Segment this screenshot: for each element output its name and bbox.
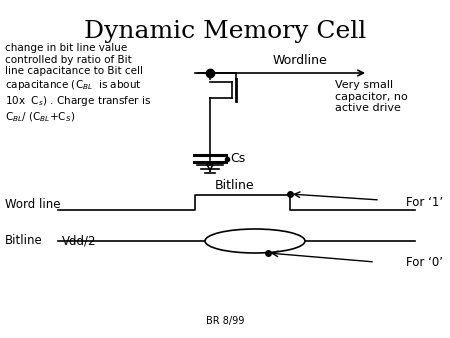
Text: Bitline: Bitline bbox=[5, 235, 43, 247]
Text: Wordline: Wordline bbox=[273, 54, 328, 67]
Text: Cs: Cs bbox=[230, 152, 245, 165]
Text: Very small
capacitor, no
active drive: Very small capacitor, no active drive bbox=[335, 80, 408, 113]
Text: Word line: Word line bbox=[5, 198, 60, 212]
Text: Vdd/2: Vdd/2 bbox=[62, 235, 96, 247]
Text: For ‘1’: For ‘1’ bbox=[406, 196, 443, 210]
Text: change in bit line value
controlled by ratio of Bit
line capacitance to Bit cell: change in bit line value controlled by r… bbox=[5, 43, 151, 124]
Ellipse shape bbox=[205, 229, 305, 253]
Text: For ‘0’: For ‘0’ bbox=[406, 257, 443, 269]
Text: BR 8/99: BR 8/99 bbox=[206, 316, 244, 326]
Text: Dynamic Memory Cell: Dynamic Memory Cell bbox=[84, 20, 366, 43]
Text: Bitline: Bitline bbox=[215, 179, 255, 192]
